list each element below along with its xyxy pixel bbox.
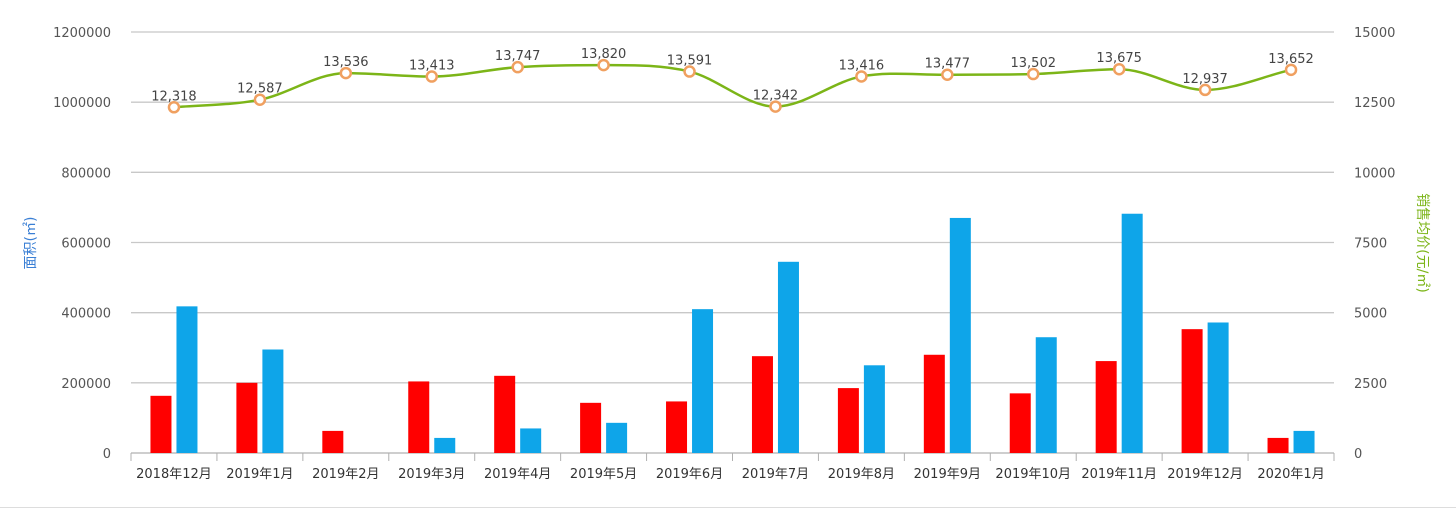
price-marker xyxy=(941,68,954,81)
bar xyxy=(923,354,945,453)
bar xyxy=(1267,437,1289,453)
x-tick-label: 2019年11月 xyxy=(1081,467,1157,482)
y-right-tick-label: 15000 xyxy=(1354,26,1395,41)
x-tick-label: 2019年8月 xyxy=(828,467,895,482)
y-left-tick-label: 0 xyxy=(103,447,111,462)
price-marker xyxy=(1198,83,1212,97)
y-left-tick-label: 200000 xyxy=(61,377,111,392)
x-tick-label: 2019年10月 xyxy=(995,467,1071,482)
bar xyxy=(751,356,773,453)
price-data-label: 12,342 xyxy=(753,89,799,104)
x-tick-label: 2019年7月 xyxy=(742,467,809,482)
y-right-tick-label: 2500 xyxy=(1354,377,1387,392)
y-right-tick-label: 7500 xyxy=(1354,237,1387,252)
bar xyxy=(150,395,172,453)
bar xyxy=(176,306,198,453)
price-data-label: 13,502 xyxy=(1011,56,1057,71)
line-series xyxy=(167,58,1298,114)
y-left-tick-label: 1200000 xyxy=(53,26,111,41)
x-tick-label: 2019年3月 xyxy=(398,467,465,482)
price-data-label: 13,536 xyxy=(323,55,369,70)
axes: 0 0 200000 2500 400000 5000 600000 7500 800000 10… xyxy=(53,26,1395,482)
price-marker xyxy=(339,66,353,80)
x-tick-label: 2019年5月 xyxy=(570,467,637,482)
x-tick-label: 2019年6月 xyxy=(656,467,723,482)
right-axis-title: 销售均价(元/㎡) xyxy=(1414,193,1430,293)
price-data-label: 13,675 xyxy=(1096,51,1142,66)
bar-series xyxy=(150,213,1315,453)
bottom-divider xyxy=(0,507,1456,508)
price-marker xyxy=(597,58,610,72)
bar xyxy=(580,402,602,453)
bar xyxy=(692,309,714,453)
y-right-tick-label: 5000 xyxy=(1354,307,1387,322)
price-marker xyxy=(511,60,524,74)
x-tick-label: 2019年4月 xyxy=(484,467,551,482)
bar xyxy=(520,428,542,453)
price-data-label: 12,587 xyxy=(237,82,283,97)
price-marker xyxy=(855,70,868,83)
price-marker xyxy=(769,100,782,113)
y-left-tick-label: 400000 xyxy=(61,307,111,322)
y-right-tick-label: 12500 xyxy=(1354,96,1395,111)
price-data-label: 13,413 xyxy=(409,59,455,74)
bar xyxy=(322,430,344,453)
x-tick-label: 2019年1月 xyxy=(226,467,293,482)
bar xyxy=(1095,361,1117,453)
bar xyxy=(1035,337,1057,453)
price-data-label: 13,416 xyxy=(839,58,885,73)
x-tick-label: 2019年2月 xyxy=(312,467,379,482)
bar xyxy=(837,388,859,453)
price-marker xyxy=(167,101,181,114)
gridlines xyxy=(131,31,1334,384)
bar xyxy=(262,349,284,453)
price-marker xyxy=(1284,63,1298,77)
left-axis-title: 面积(㎡) xyxy=(23,217,39,270)
bar xyxy=(434,437,456,453)
price-data-label: 12,318 xyxy=(151,89,197,104)
price-data-label: 13,652 xyxy=(1268,52,1314,67)
bar xyxy=(1009,393,1031,453)
price-line xyxy=(173,63,1292,109)
y-right-tick-label: 10000 xyxy=(1354,166,1395,181)
price-marker xyxy=(425,70,438,83)
y-right-tick-label: 0 xyxy=(1354,447,1362,462)
bar xyxy=(949,217,971,453)
data-labels: 12,318 12,587 13,536 13,413 13,747 13,820 13,5… xyxy=(151,47,1314,104)
price-marker xyxy=(253,93,267,106)
y-left-tick-label: 1000000 xyxy=(53,96,111,111)
price-data-label: 13,591 xyxy=(667,54,713,69)
x-tick-label: 2020年1月 xyxy=(1257,467,1324,482)
x-tick-label: 2018年12月 xyxy=(136,467,212,482)
bar xyxy=(236,382,258,453)
bar xyxy=(1181,329,1203,453)
bar xyxy=(666,401,688,453)
price-data-label: 13,747 xyxy=(495,49,541,64)
price-marker xyxy=(683,65,696,78)
x-tick-label: 2019年9月 xyxy=(914,467,981,482)
y-left-tick-label: 600000 xyxy=(61,237,111,252)
bar xyxy=(1121,213,1143,453)
bar xyxy=(1293,430,1315,453)
price-data-label: 12,937 xyxy=(1182,72,1228,87)
x-tick-label: 2019年12月 xyxy=(1167,467,1243,482)
price-marker xyxy=(1112,62,1126,76)
bar xyxy=(494,375,516,453)
price-marker xyxy=(1027,67,1040,81)
y-left-tick-label: 800000 xyxy=(61,166,111,181)
bar xyxy=(777,261,799,453)
price-data-label: 13,477 xyxy=(925,57,971,72)
bar xyxy=(606,422,628,453)
bar xyxy=(408,381,430,453)
bar xyxy=(1207,322,1229,453)
bar xyxy=(863,365,885,453)
price-data-label: 13,820 xyxy=(581,47,627,62)
